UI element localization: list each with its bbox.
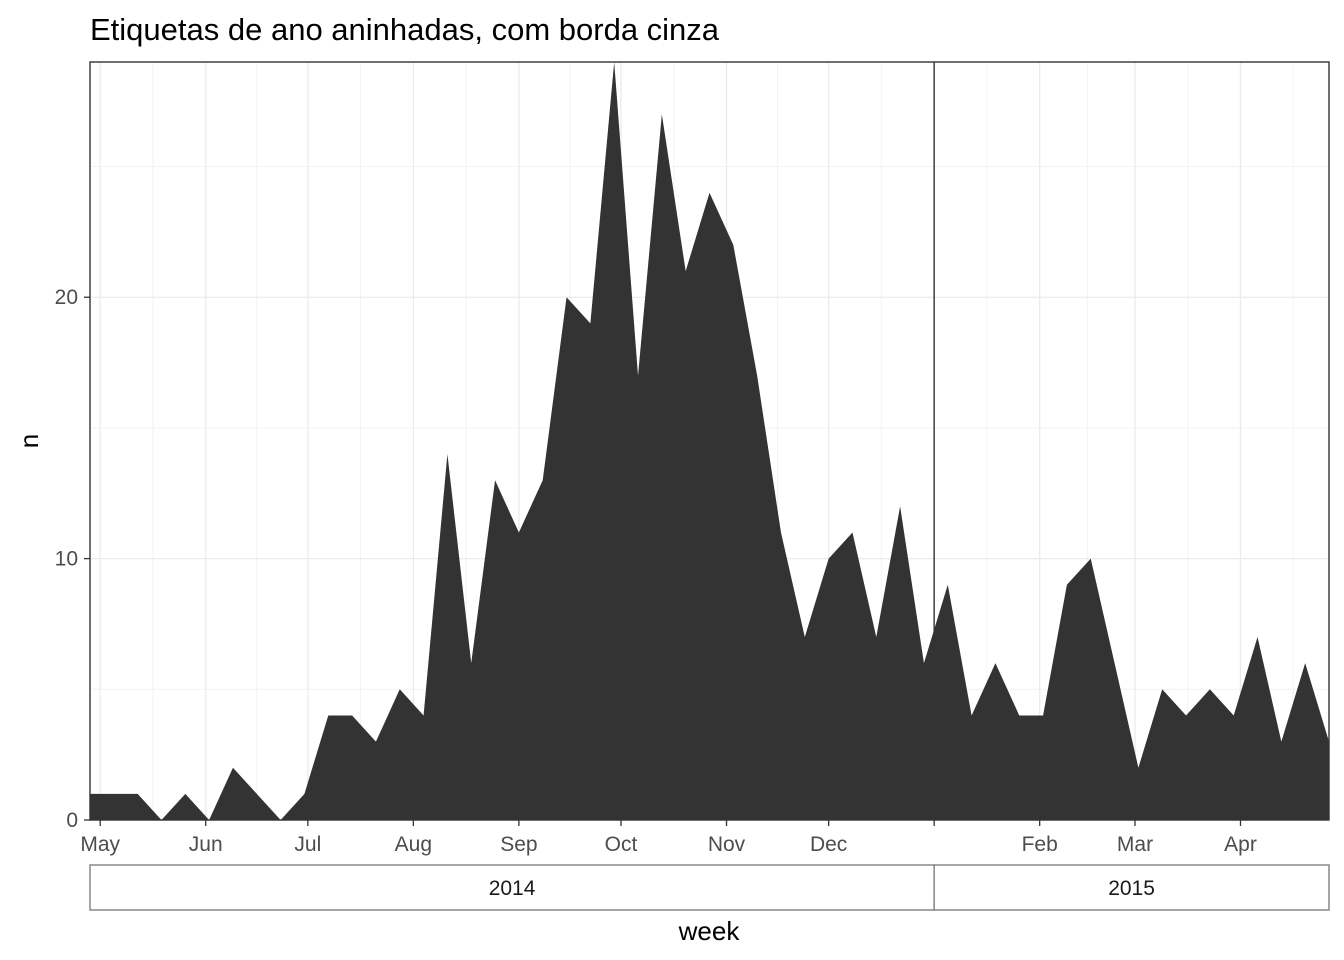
- year-strip-label: 2015: [1108, 877, 1155, 900]
- x-tick-label: Aug: [395, 833, 432, 856]
- y-tick-label: 10: [55, 548, 78, 571]
- year-strip: [89, 864, 935, 911]
- chart-title: Etiquetas de ano aninhadas, com borda ci…: [90, 12, 720, 47]
- x-tick-label: Jun: [189, 833, 223, 856]
- x-tick-label: Mar: [1117, 833, 1153, 856]
- y-tick-label: 20: [55, 286, 78, 309]
- x-axis: May Jun Jul Aug Sep Oct Nov Dec Feb Mar Apr: [80, 820, 1257, 856]
- x-tick-label: Feb: [1022, 833, 1058, 856]
- x-tick-label: Jul: [294, 833, 321, 856]
- x-tick-label: Oct: [605, 833, 638, 856]
- y-tick-label: 0: [66, 809, 78, 832]
- year-strip-label: 2014: [489, 877, 536, 900]
- y-axis-title: n: [14, 434, 44, 448]
- year-strips: 2014 2015: [89, 864, 1330, 911]
- y-axis: 0 10 20: [55, 286, 90, 832]
- x-tick-label: May: [80, 833, 120, 856]
- x-tick-label: Apr: [1224, 833, 1257, 856]
- x-tick-label: Sep: [500, 833, 537, 856]
- x-tick-label: Nov: [708, 833, 746, 856]
- plot-border: [89, 61, 1330, 821]
- year-strip: [933, 864, 1330, 911]
- x-axis-title: week: [678, 916, 741, 946]
- area-series: [90, 62, 1329, 820]
- x-tick-label: Dec: [810, 833, 847, 856]
- area-layer: [90, 62, 1329, 820]
